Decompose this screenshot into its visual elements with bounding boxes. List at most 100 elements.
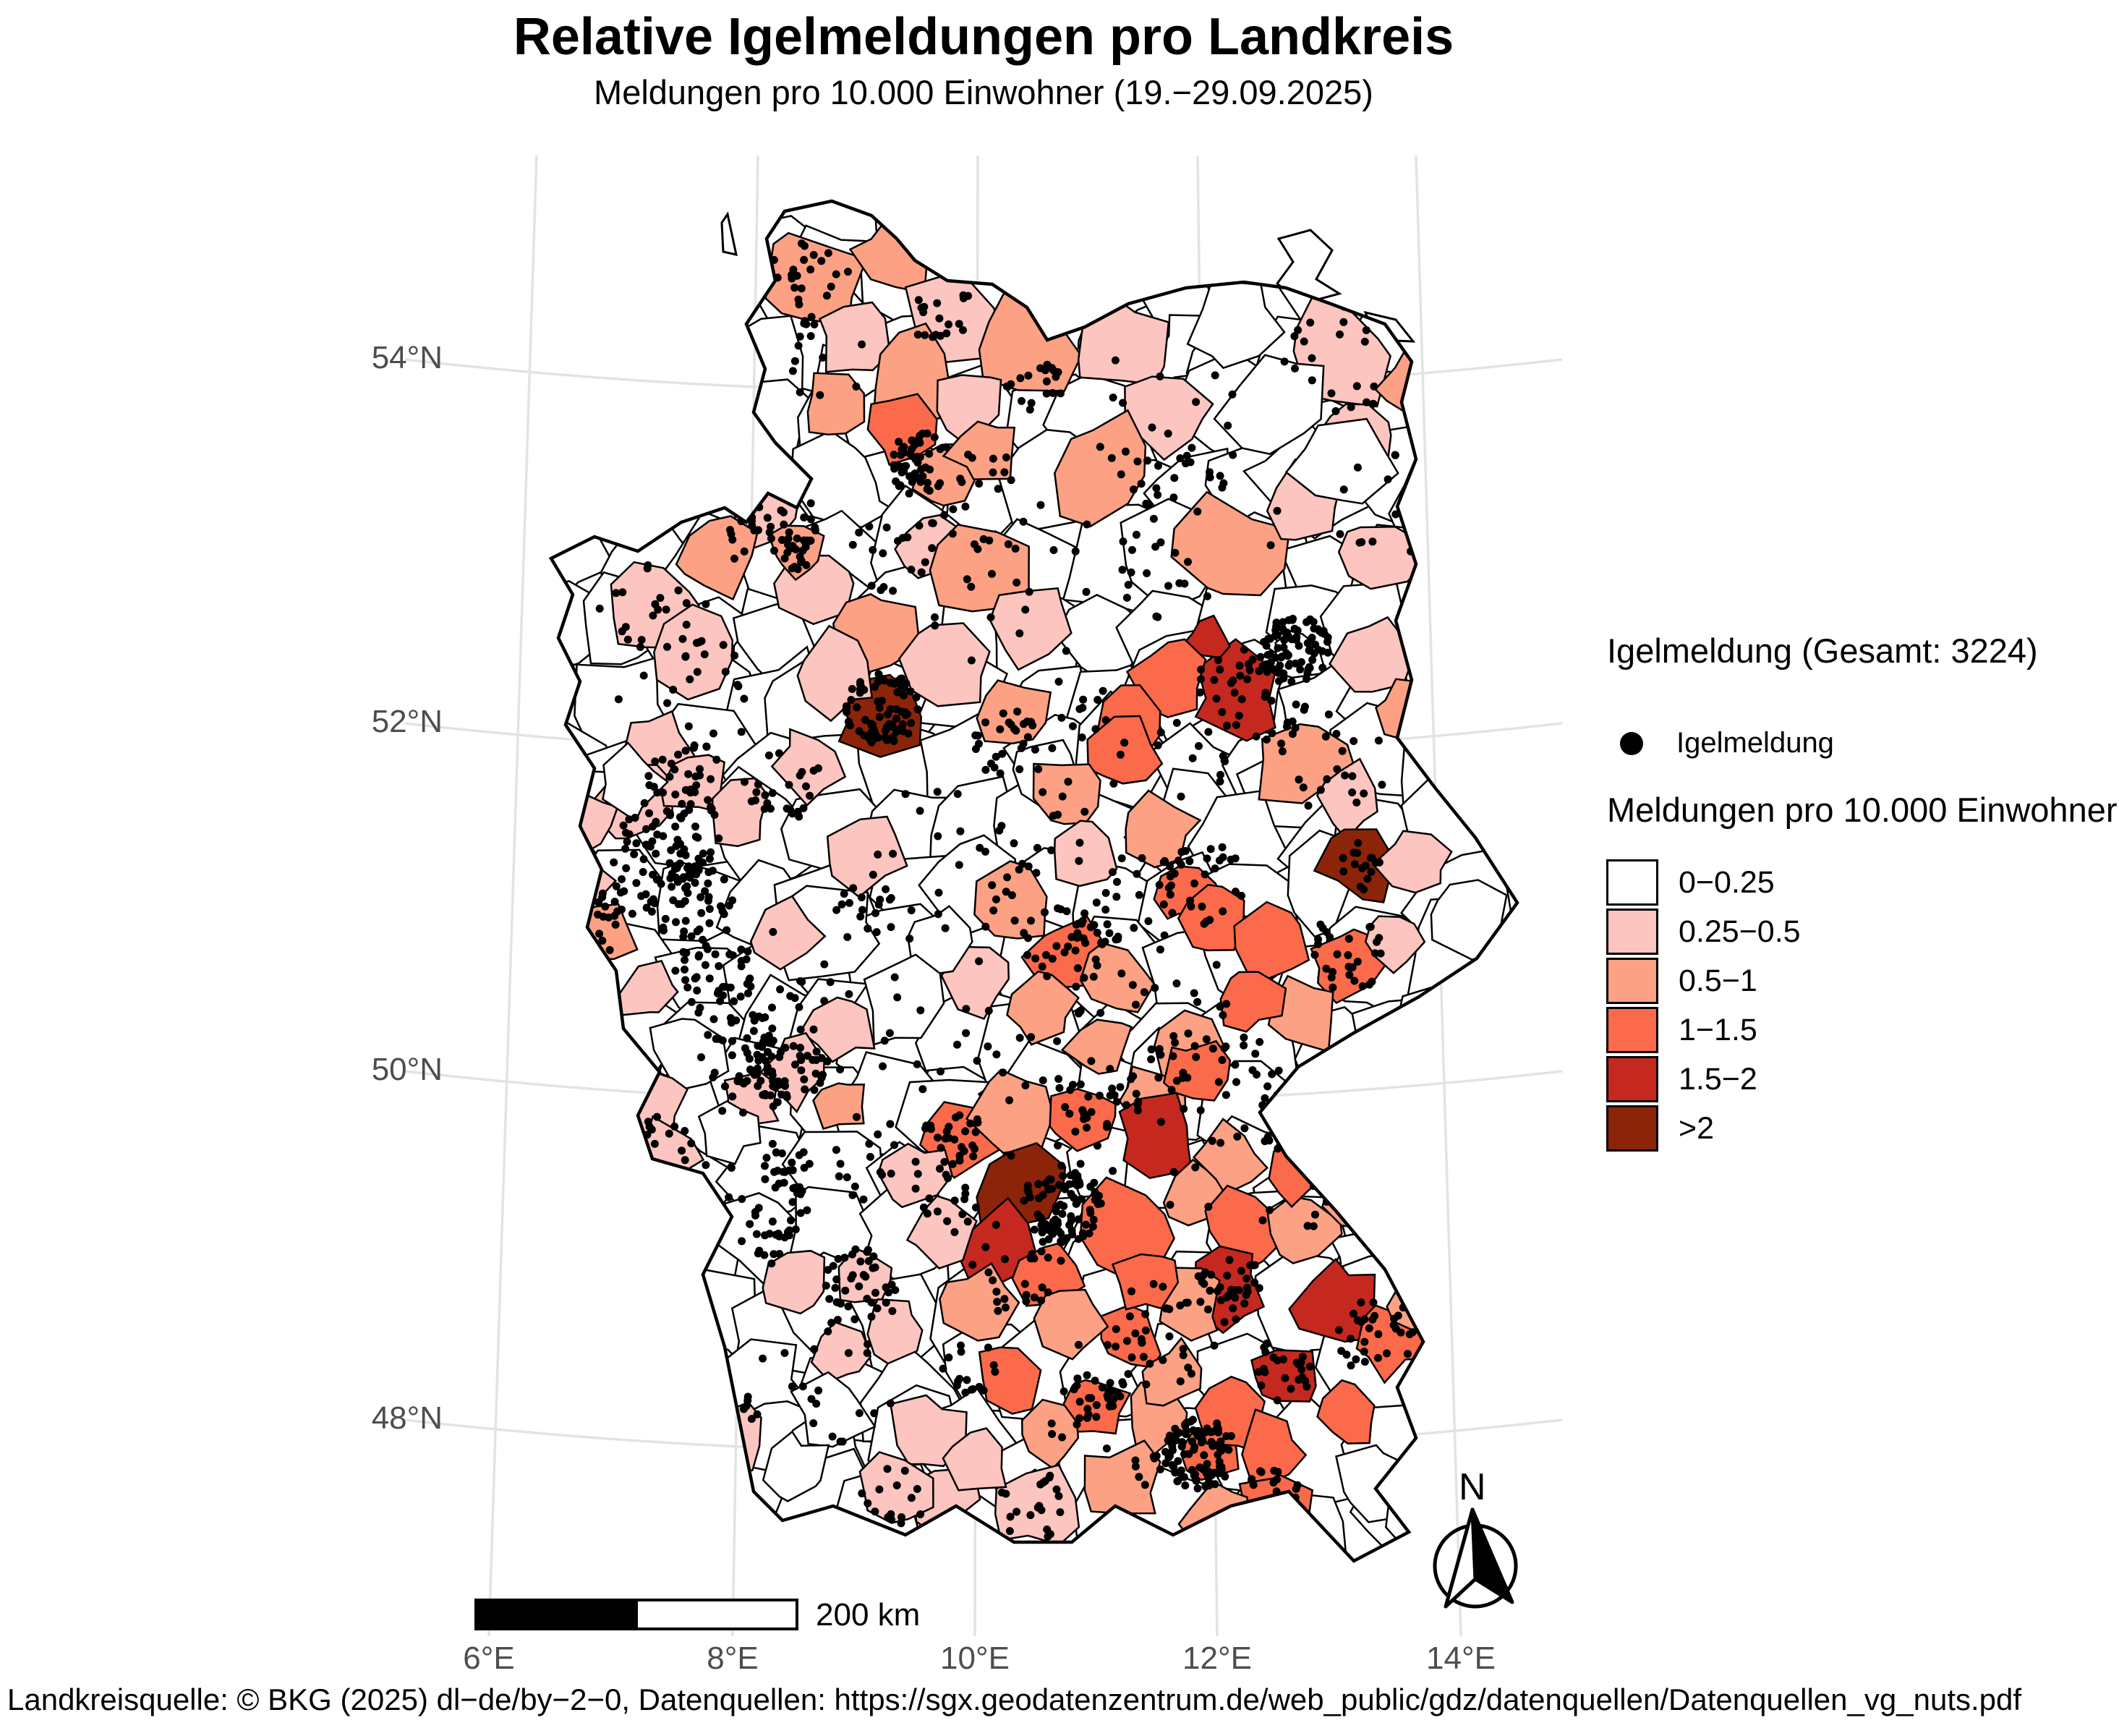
map-dot [753,1410,762,1418]
map-dot [1262,735,1271,744]
map-dot [1151,984,1159,992]
map-dot [1038,962,1046,971]
map-dot [692,973,701,982]
map-dot [681,1156,689,1165]
map-dot [957,1341,965,1350]
map-dot [1052,942,1061,950]
map-dot [769,927,777,936]
map-dot [1357,1298,1365,1307]
map-dot [1143,456,1152,465]
map-dot [855,1282,864,1290]
map-dot [1236,671,1245,680]
map-dot [1339,485,1348,494]
map-dot [789,1042,798,1050]
map-dot [948,529,957,538]
map-dot [791,1225,800,1234]
map-dot [800,513,809,522]
map-dot [640,799,649,807]
district-patch [1329,616,1415,693]
map-dot [936,331,945,340]
map-dot [850,1182,859,1191]
map-dot [618,588,627,597]
map-dot [1128,545,1136,554]
source-caption: Landkreisquelle: © BKG (2025) dl−de/by−2… [7,1682,2022,1716]
map-dot [1235,661,1244,670]
map-dot [872,928,881,937]
map-dot [1196,688,1204,697]
map-dot [961,502,970,511]
map-dot [882,885,890,893]
map-dot [832,1146,840,1154]
map-dot [1282,628,1291,637]
map-dot [848,1191,857,1199]
district-cell [551,1397,618,1494]
map-dot [1015,1034,1024,1042]
map-dot [665,773,674,781]
map-dot [1291,364,1299,373]
map-dot [704,896,712,905]
map-dot [943,1217,952,1225]
map-dot [931,613,939,621]
map-dot [699,858,707,867]
district-patch [1316,1379,1376,1444]
map-dot [1177,792,1185,801]
map-dot [794,295,803,304]
map-dot [674,586,683,595]
map-dot [871,909,879,917]
map-dot [1243,1283,1251,1292]
district-patch [863,953,945,1046]
map-dot [1219,1010,1227,1019]
map-dot [1075,1414,1084,1423]
map-dot [1080,909,1089,918]
map-dot [1256,1525,1265,1533]
map-dot [1188,1437,1196,1446]
map-dot [1252,732,1261,741]
map-dot [874,670,883,678]
map-dot [796,332,804,341]
map-dot [900,683,909,692]
map-dot [668,882,676,891]
map-dot [949,505,958,514]
map-dot [1049,366,1057,375]
map-dot [863,1349,871,1357]
map-dot [1080,807,1089,816]
map-dot [1216,1296,1225,1305]
map-dot [715,834,723,843]
map-dot [1383,1349,1391,1358]
map-dot [1033,843,1041,852]
map-dot [953,1040,961,1049]
map-dot [897,1519,905,1528]
map-dot [1086,1206,1094,1214]
map-dot [1264,666,1272,675]
district-cell [1122,201,1231,290]
map-dot [1166,862,1174,871]
map-dot [1169,493,1178,502]
map-dot [1273,506,1282,515]
map-dot [1245,1513,1254,1522]
map-dot [911,1157,920,1166]
map-dot [1369,1298,1378,1307]
map-dot [1011,545,1020,553]
map-dot [1252,1521,1261,1530]
map-dot [1347,1335,1355,1343]
map-dot [1049,1230,1057,1238]
district-patch [1186,279,1286,370]
map-dot [992,752,1000,761]
map-dot [1208,1044,1217,1053]
map-dot [915,522,924,530]
map-dot [1339,318,1348,326]
map-dot [1118,566,1127,574]
map-dot [652,849,660,858]
map-dot [814,1386,823,1395]
map-dot [1007,891,1016,900]
map-dot [800,1075,809,1084]
map-dot [1221,1091,1230,1099]
map-dot [701,887,709,895]
map-dot [975,957,984,966]
map-dot [1314,940,1322,948]
map-dot [772,1230,780,1239]
map-dot [1251,1515,1260,1524]
map-dot [1149,1452,1158,1460]
map-dot [1038,1283,1046,1292]
map-dot [874,850,882,859]
